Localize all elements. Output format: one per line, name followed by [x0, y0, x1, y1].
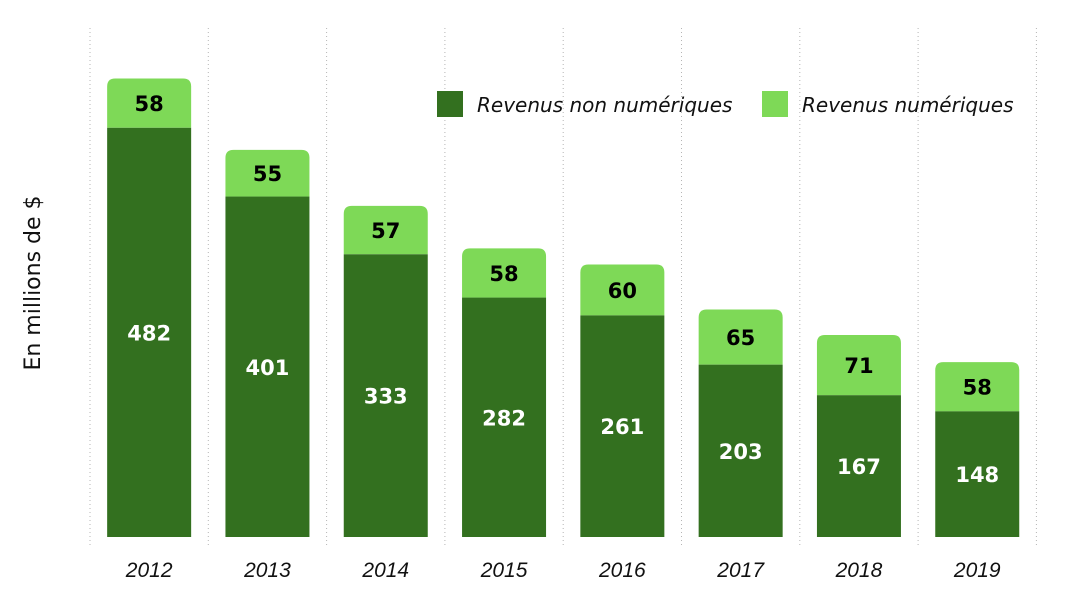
bar-segment-digital-2013 — [225, 149, 310, 197]
bar-segment-digital-2014 — [343, 205, 428, 255]
bar-segment-non-digital-2016 — [580, 315, 665, 537]
value-label-non-digital-2017: 203 — [719, 440, 763, 464]
bar-segment-non-digital-2018 — [816, 395, 901, 537]
bar-segment-digital-2018 — [816, 334, 901, 396]
legend-label-non-digital: Revenus non numériques — [477, 93, 732, 117]
x-tick-label-2019: 2019 — [953, 559, 1001, 582]
value-label-non-digital-2013: 401 — [246, 356, 290, 380]
x-tick-label-2017: 2017 — [716, 559, 765, 582]
legend-label-digital: Revenus numériques — [802, 93, 1013, 117]
bar-segment-non-digital-2012 — [107, 127, 192, 538]
value-label-digital-2016: 60 — [608, 279, 637, 303]
bars: 58 482 55 401 57 333 58 282 60 261 65 203 71 167 58 148 — [107, 78, 1020, 538]
value-label-non-digital-2018: 167 — [837, 455, 881, 479]
bar-segment-non-digital-2014 — [343, 254, 428, 537]
legend-swatch-non-digital — [437, 91, 463, 117]
bar-segment-digital-2019 — [935, 362, 1020, 412]
bar-segment-digital-2015 — [462, 248, 547, 298]
bar-segment-non-digital-2019 — [935, 411, 1020, 537]
x-tick-label-2018: 2018 — [835, 559, 883, 582]
value-label-digital-2014: 57 — [371, 219, 400, 243]
x-axis-ticks: 2012 2013 2014 2015 2016 2017 2018 2019 — [125, 559, 1001, 582]
x-tick-label-2014: 2014 — [361, 559, 409, 582]
value-label-digital-2015: 58 — [489, 262, 518, 286]
x-tick-label-2016: 2016 — [598, 559, 646, 582]
value-label-digital-2019: 58 — [963, 376, 992, 400]
x-tick-label-2012: 2012 — [125, 559, 173, 582]
bar-segment-digital-2016 — [580, 264, 665, 316]
value-label-digital-2017: 65 — [726, 326, 755, 350]
value-label-non-digital-2015: 282 — [482, 406, 526, 430]
value-label-digital-2018: 71 — [844, 354, 873, 378]
value-label-non-digital-2012: 482 — [127, 321, 171, 345]
bar-segment-digital-2017 — [698, 309, 783, 365]
y-axis-label: En millions de $ — [21, 195, 46, 370]
bar-segment-non-digital-2015 — [462, 297, 547, 537]
value-label-non-digital-2016: 261 — [600, 415, 644, 439]
x-tick-label-2015: 2015 — [480, 559, 528, 582]
value-label-digital-2012: 58 — [135, 92, 164, 116]
x-tick-label-2013: 2013 — [243, 559, 291, 582]
value-label-digital-2013: 55 — [253, 162, 282, 186]
value-label-non-digital-2014: 333 — [364, 385, 408, 409]
value-label-non-digital-2019: 148 — [955, 463, 999, 487]
bar-segment-non-digital-2013 — [225, 196, 310, 537]
legend-swatch-digital — [762, 91, 788, 117]
legend: Revenus non numériques Revenus numériques — [437, 91, 1013, 117]
bar-segment-non-digital-2017 — [698, 364, 783, 537]
bar-segment-digital-2012 — [107, 78, 192, 128]
